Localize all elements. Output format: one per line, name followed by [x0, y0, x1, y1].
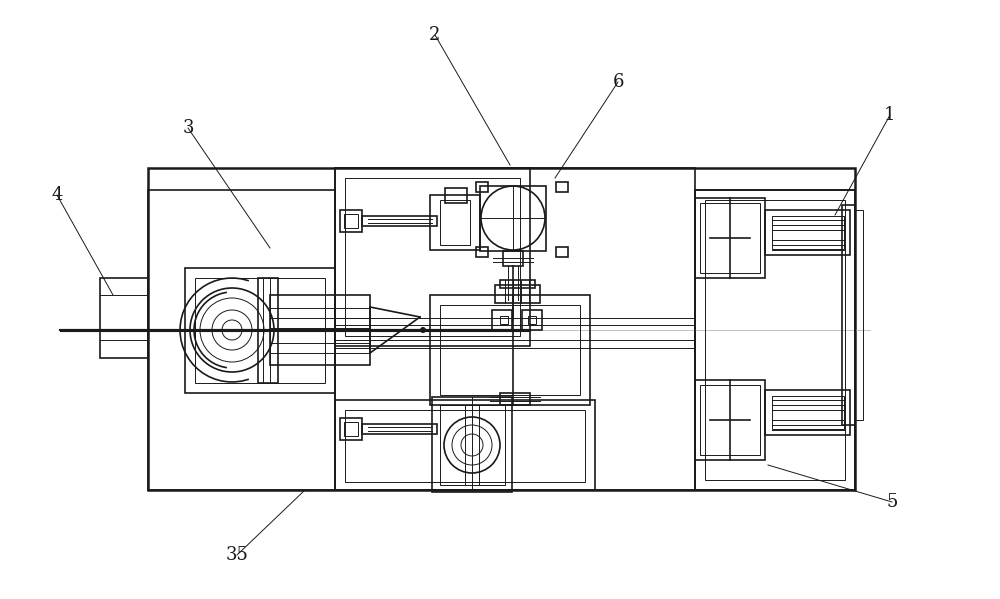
Bar — [362, 424, 437, 434]
Bar — [195, 278, 325, 383]
Bar — [705, 200, 845, 480]
Bar — [522, 310, 542, 330]
Bar — [148, 190, 335, 490]
Bar — [148, 168, 855, 490]
Bar — [695, 190, 855, 490]
Bar — [700, 385, 760, 455]
Bar — [440, 305, 580, 395]
Bar — [440, 200, 470, 245]
Bar — [492, 310, 512, 330]
Text: 3: 3 — [182, 119, 194, 137]
Bar — [476, 182, 488, 192]
Bar — [340, 418, 362, 440]
Bar — [556, 182, 568, 192]
Bar — [695, 380, 765, 460]
Bar — [335, 168, 695, 490]
Bar — [100, 278, 148, 358]
Bar — [345, 410, 585, 482]
Bar — [528, 316, 536, 324]
Text: 35: 35 — [226, 546, 248, 564]
Bar — [500, 393, 530, 405]
Bar — [362, 216, 437, 226]
Bar — [772, 396, 844, 429]
Bar — [695, 190, 855, 490]
Bar — [500, 316, 508, 324]
Bar — [344, 422, 358, 436]
Bar — [855, 210, 863, 420]
Bar — [556, 247, 568, 257]
Bar — [335, 400, 595, 490]
Bar — [335, 168, 530, 346]
Bar — [185, 268, 335, 393]
Bar — [270, 295, 370, 365]
Text: 6: 6 — [612, 73, 624, 91]
Bar — [772, 216, 844, 249]
Bar — [765, 390, 850, 435]
Bar — [503, 251, 523, 266]
Bar — [440, 405, 505, 485]
Bar — [445, 188, 467, 203]
Bar — [430, 295, 590, 405]
Bar — [765, 210, 850, 255]
Bar — [345, 178, 520, 336]
Bar — [344, 214, 358, 228]
Bar — [500, 280, 535, 288]
Bar — [495, 285, 540, 303]
Text: 5: 5 — [886, 493, 898, 511]
Bar — [695, 198, 765, 278]
Text: 1: 1 — [884, 106, 896, 124]
Bar — [258, 278, 278, 383]
Bar — [432, 397, 512, 492]
Bar — [430, 195, 480, 250]
Text: 4: 4 — [51, 186, 63, 204]
Circle shape — [420, 328, 426, 332]
Bar — [476, 247, 488, 257]
Bar — [340, 210, 362, 232]
Text: 2: 2 — [429, 26, 441, 44]
Bar — [842, 205, 855, 425]
Bar — [700, 203, 760, 273]
Bar — [480, 186, 546, 251]
